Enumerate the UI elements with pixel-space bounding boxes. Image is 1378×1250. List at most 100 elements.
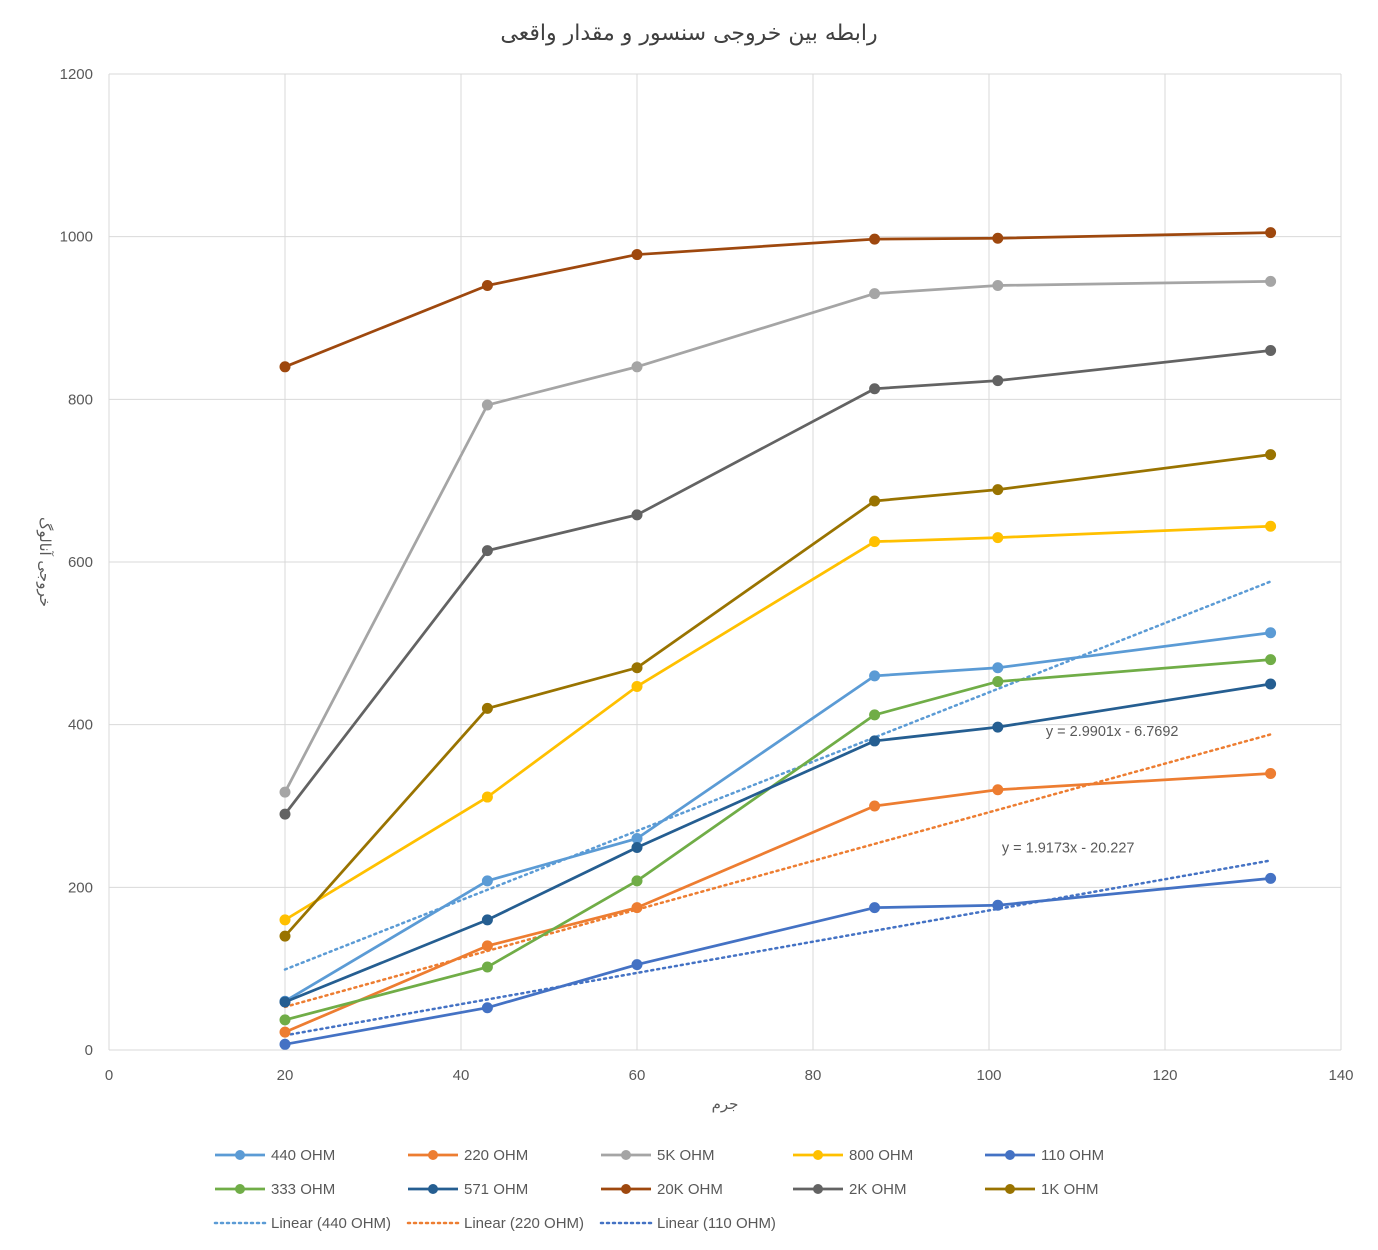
data-point <box>1265 227 1277 239</box>
y-tick-label: 800 <box>68 391 93 408</box>
data-point <box>1265 767 1277 779</box>
legend-marker <box>1005 1150 1015 1160</box>
y-tick-label: 1200 <box>60 66 93 83</box>
series-line <box>284 524 1271 922</box>
data-point <box>481 791 493 803</box>
data-point <box>279 786 291 798</box>
y-tick-label: 1000 <box>60 229 93 246</box>
series-line <box>283 453 1271 938</box>
legend-label: Linear (220 OHM) <box>464 1215 584 1232</box>
data-point <box>869 233 881 245</box>
data-point <box>279 1026 291 1038</box>
legend-marker <box>1005 1184 1015 1194</box>
trendline-equation: y = 2.9901x - 6.7692 <box>1046 724 1179 740</box>
legend-label: 2K OHM <box>849 1181 907 1198</box>
series-line <box>283 280 1271 793</box>
legend-label: Linear (110 OHM) <box>657 1215 776 1232</box>
data-point <box>1265 520 1277 532</box>
y-tick-label: 0 <box>85 1042 93 1059</box>
data-point <box>992 532 1004 544</box>
data-point <box>869 288 881 300</box>
data-point <box>481 545 493 557</box>
data-point <box>481 702 493 714</box>
data-point <box>1265 449 1277 461</box>
data-point <box>992 676 1004 688</box>
x-tick-label: 140 <box>1328 1067 1353 1084</box>
data-point <box>1265 627 1277 639</box>
legend-label: 220 OHM <box>464 1147 528 1164</box>
data-point <box>992 899 1004 911</box>
data-series <box>279 227 1277 1050</box>
data-point <box>992 784 1004 796</box>
legend-label: 571 OHM <box>464 1181 528 1198</box>
y-tick-label: 600 <box>68 554 93 571</box>
legend-marker <box>428 1184 438 1194</box>
series-line <box>284 631 1271 1003</box>
data-point <box>279 361 291 373</box>
data-point <box>279 930 291 942</box>
series-line <box>284 682 1271 1004</box>
x-tick-label: 80 <box>805 1067 822 1084</box>
data-point <box>279 808 291 820</box>
x-tick-label: 40 <box>453 1067 470 1084</box>
data-point <box>631 680 643 692</box>
legend-marker <box>235 1184 245 1194</box>
data-point <box>1265 654 1277 666</box>
data-point <box>992 662 1004 674</box>
data-point <box>279 1038 291 1050</box>
x-tick-label: 60 <box>629 1067 646 1084</box>
data-point <box>992 232 1004 244</box>
legend-label: 800 OHM <box>849 1147 913 1164</box>
legend-label: Linear (440 OHM) <box>271 1215 391 1232</box>
data-point <box>481 961 493 973</box>
data-point <box>481 279 493 291</box>
trendline <box>283 859 1272 1037</box>
data-point <box>631 361 643 373</box>
y-axis-label: خروجی آنالوگ <box>36 517 54 607</box>
data-point <box>279 996 291 1008</box>
y-tick-label: 400 <box>68 717 93 734</box>
data-point <box>869 495 881 507</box>
y-tick-label: 200 <box>68 879 93 896</box>
data-point <box>992 279 1004 291</box>
data-point <box>869 709 881 721</box>
axis-ticks: 0 200 400 600 800 1000 1200 0 20 40 60 80 100 120 140 <box>60 66 1354 1084</box>
data-point <box>631 509 643 521</box>
series-line <box>284 877 1271 1046</box>
legend-marker <box>621 1184 631 1194</box>
legend-marker <box>813 1150 823 1160</box>
data-point <box>1265 275 1277 287</box>
series-line <box>283 349 1271 815</box>
data-point <box>992 721 1004 733</box>
legend-label: 1K OHM <box>1041 1181 1099 1198</box>
data-point <box>869 383 881 395</box>
legend: 440 OHM 220 OHM 5K OHM 800 OHM 110 OHM 333 OH… <box>213 1147 1104 1232</box>
legend-label: 333 OHM <box>271 1181 335 1198</box>
data-point <box>992 484 1004 496</box>
x-tick-label: 100 <box>976 1067 1001 1084</box>
trendline-equation: y = 1.9173x - 20.227 <box>1002 840 1135 856</box>
data-point <box>869 902 881 914</box>
data-point <box>279 914 291 926</box>
x-tick-label: 120 <box>1152 1067 1177 1084</box>
legend-marker <box>428 1150 438 1160</box>
annotations: y = 2.9901x - 6.7692 y = 1.9173x - 20.227 <box>1002 724 1179 856</box>
legend-label: 5K OHM <box>657 1147 715 1164</box>
legend-marker <box>235 1150 245 1160</box>
legend-label: 20K OHM <box>657 1181 723 1198</box>
gridlines <box>108 73 1342 1051</box>
data-point <box>631 841 643 853</box>
series-line <box>284 658 1271 1022</box>
data-point <box>869 536 881 548</box>
data-point <box>481 914 493 926</box>
data-point <box>481 875 493 887</box>
data-point <box>992 375 1004 387</box>
legend-marker <box>621 1150 631 1160</box>
data-point <box>869 735 881 747</box>
data-point <box>631 875 643 887</box>
data-point <box>1265 872 1277 884</box>
data-point <box>869 800 881 812</box>
data-point <box>631 902 643 914</box>
